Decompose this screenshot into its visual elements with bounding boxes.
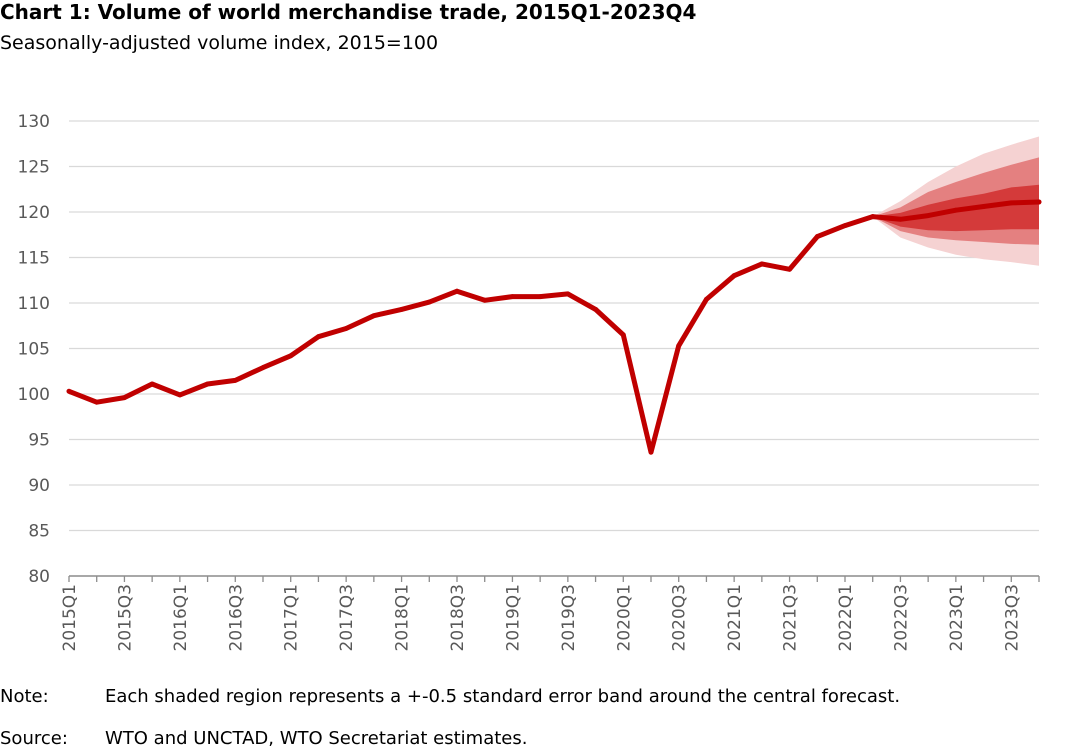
data-point: [870, 214, 876, 219]
source-text: WTO and UNCTAD, WTO Secretariat estimate…: [105, 728, 528, 749]
x-tick-label: 2021Q1: [725, 584, 745, 651]
source-label: Source:: [0, 728, 68, 749]
data-point: [731, 273, 737, 279]
y-tick-label: 125: [18, 158, 50, 178]
x-tick-label: 2021Q3: [781, 584, 801, 651]
x-tick-label: 2019Q3: [559, 584, 579, 651]
data-point: [149, 381, 155, 387]
x-tick-label: 2022Q3: [891, 584, 911, 651]
data-point: [177, 392, 183, 398]
data-point: [953, 207, 959, 213]
y-tick-label: 95: [28, 431, 50, 451]
data-point: [288, 353, 294, 359]
data-point: [454, 288, 460, 294]
x-tick-label: 2020Q1: [614, 584, 634, 651]
data-point: [260, 365, 266, 371]
data-point: [925, 213, 931, 219]
data-point: [593, 306, 598, 312]
y-tick-label: 100: [18, 385, 50, 405]
y-tick-label: 120: [18, 203, 50, 223]
data-point: [704, 296, 709, 302]
data-point: [537, 294, 543, 300]
x-tick-label: 2018Q1: [393, 584, 413, 651]
y-tick-label: 90: [28, 476, 50, 496]
x-tick-label: 2023Q3: [1002, 584, 1022, 651]
data-point: [620, 332, 626, 338]
data-point: [122, 395, 127, 401]
data-point: [787, 266, 792, 272]
x-tick-label: 2017Q1: [282, 584, 302, 651]
data-point: [1008, 200, 1014, 206]
x-tick-label: 2020Q3: [670, 584, 690, 651]
y-tick-label: 110: [18, 294, 50, 314]
x-tick-label: 2018Q3: [448, 584, 468, 651]
y-tick-label: 80: [28, 567, 50, 587]
data-point: [1036, 199, 1042, 205]
y-tick-label: 115: [18, 249, 50, 269]
data-point: [66, 388, 72, 394]
data-point: [371, 313, 377, 319]
x-tick-label: 2016Q3: [226, 584, 246, 651]
chart-title: Chart 1: Volume of world merchandise tra…: [0, 0, 697, 24]
data-point: [759, 261, 765, 267]
y-tick-label: 130: [18, 112, 50, 132]
x-tick-label: 2023Q1: [947, 584, 967, 651]
data-point: [205, 381, 210, 387]
data-point: [316, 334, 321, 340]
note-text: Each shaded region represents a +-0.5 st…: [105, 686, 901, 707]
y-tick-label: 85: [28, 522, 50, 542]
line-chart: 80 85 90 95 100 105 110 115 120 125 130 2015Q1 2015Q…: [18, 112, 1042, 651]
x-tick-label: 2016Q1: [171, 584, 191, 651]
data-point: [814, 234, 820, 239]
x-tick-label: 2019Q1: [503, 584, 523, 651]
data-point: [399, 306, 404, 312]
data-point: [648, 449, 654, 455]
data-point: [676, 343, 682, 349]
data-point: [94, 399, 100, 405]
data-point: [565, 291, 571, 297]
data-point: [343, 326, 349, 331]
x-tick-label: 2015Q1: [60, 584, 80, 651]
chart-subtitle: Seasonally-adjusted volume index, 2015=1…: [0, 32, 439, 54]
data-point: [898, 216, 903, 222]
note-label: Note:: [0, 686, 49, 707]
data-point: [482, 297, 488, 303]
x-tick-label: 2017Q3: [337, 584, 357, 651]
data-point: [232, 377, 238, 383]
data-point: [842, 223, 848, 229]
data-point: [510, 294, 515, 300]
series-line: [66, 199, 1042, 455]
x-tick-label: 2015Q3: [115, 584, 135, 651]
data-point: [981, 204, 986, 209]
data-point: [426, 299, 432, 305]
y-tick-label: 105: [18, 340, 50, 360]
x-tick-label: 2022Q1: [836, 584, 856, 651]
